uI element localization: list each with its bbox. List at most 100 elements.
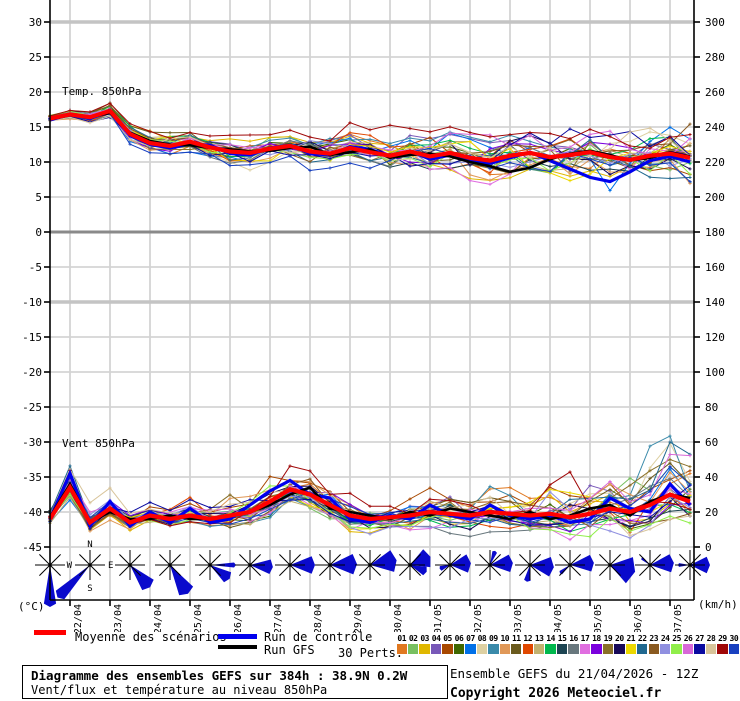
pert-key-item: 24 bbox=[659, 634, 671, 656]
left-axis-tick-label: 15 bbox=[29, 121, 42, 134]
right-axis-tick-label: 220 bbox=[705, 156, 725, 169]
right-axis-tick-label: 280 bbox=[705, 51, 725, 64]
right-axis-tick-label: 140 bbox=[705, 296, 725, 309]
pert-key-item: 07 bbox=[465, 634, 476, 656]
control-line-label: Run de contrôle bbox=[264, 630, 373, 644]
svg-text:S: S bbox=[87, 584, 92, 594]
pert-color-swatch bbox=[591, 644, 602, 654]
pert-color-swatch bbox=[511, 644, 522, 654]
pert-number: 07 bbox=[466, 634, 475, 643]
axis-labels: 30 25 20 15 10 5 0 -5 -10 -15 -20 -25 -30 -35 -40 -45 30… bbox=[18, 16, 738, 632]
pert-color-swatch bbox=[396, 644, 407, 654]
pert-number: 09 bbox=[489, 634, 498, 643]
pert-number: 01 bbox=[397, 634, 407, 643]
pert-color-swatch bbox=[430, 644, 442, 654]
pert-key-item: 17 bbox=[579, 634, 591, 656]
svg-text:E: E bbox=[108, 561, 113, 571]
pert-key-item: 01 bbox=[396, 634, 407, 656]
left-axis-tick-label: 10 bbox=[29, 156, 42, 169]
pert-color-swatch bbox=[556, 644, 568, 654]
pert-key-item: 22 bbox=[637, 634, 648, 656]
date-tick-label: 22/04 bbox=[73, 604, 84, 632]
right-axis-tick-label: 240 bbox=[705, 121, 725, 134]
pert-color-swatch bbox=[579, 644, 591, 654]
run-info: Ensemble GEFS du 21/04/2026 - 12Z bbox=[450, 666, 699, 681]
control-line-swatch bbox=[218, 634, 257, 639]
pert-color-swatch bbox=[705, 644, 717, 654]
left-axis-tick-label: -30 bbox=[22, 436, 42, 449]
pert-color-swatch bbox=[568, 644, 579, 654]
left-axis-tick-label: -40 bbox=[22, 506, 42, 519]
date-tick-label: 25/04 bbox=[193, 604, 204, 632]
wind-section-label: Vent 850hPa bbox=[62, 437, 135, 450]
pert-number: 05 bbox=[443, 634, 452, 643]
date-tick-label: 27/04 bbox=[273, 604, 284, 632]
date-tick-label: 28/04 bbox=[313, 604, 324, 632]
date-tick-label: 01/05 bbox=[433, 604, 444, 632]
left-axis-tick-label: -45 bbox=[22, 541, 42, 554]
pert-key-item: 28 bbox=[705, 634, 717, 656]
pert-key-item: 05 bbox=[442, 634, 453, 656]
left-axis-tick-label: 5 bbox=[35, 191, 42, 204]
pert-number: 19 bbox=[603, 634, 613, 643]
pert-color-swatch bbox=[614, 644, 625, 654]
pert-number: 28 bbox=[706, 634, 716, 643]
pert-key-item: 29 bbox=[717, 634, 728, 656]
pert-color-swatch bbox=[682, 644, 694, 654]
pert-number: 22 bbox=[637, 634, 647, 643]
date-tick-label: 06/05 bbox=[633, 604, 644, 632]
pert-color-swatch bbox=[419, 644, 430, 654]
pert-key-item: 15 bbox=[556, 634, 568, 656]
right-axis-unit: (km/h) bbox=[698, 598, 738, 611]
pert-number: 11 bbox=[511, 634, 521, 643]
right-axis-tick-label: 40 bbox=[705, 471, 718, 484]
main-runs bbox=[48, 108, 692, 530]
pert-number: 20 bbox=[615, 634, 624, 643]
pert-key-item: 09 bbox=[488, 634, 499, 656]
pert-number: 17 bbox=[580, 634, 590, 643]
pert-number: 16 bbox=[569, 634, 578, 643]
ensemble-meteogram-chart: N S W E 30 25 20 15 10 5 0 -5 -10 -15 -20 -25 -30 -35 -40 -… bbox=[18, 0, 738, 632]
axes bbox=[44, 0, 700, 606]
right-axis-tick-label: 120 bbox=[705, 331, 725, 344]
pert-number: 15 bbox=[557, 634, 567, 643]
pert-number: 23 bbox=[649, 634, 659, 643]
pert-number: 25 bbox=[672, 634, 681, 643]
pert-color-swatch bbox=[522, 644, 533, 654]
left-axis-tick-label: 25 bbox=[29, 51, 42, 64]
pert-number: 03 bbox=[420, 634, 429, 643]
ensemble-members bbox=[48, 101, 692, 542]
right-axis-tick-label: 80 bbox=[705, 401, 718, 414]
pert-number: 08 bbox=[477, 634, 487, 643]
pert-key-item: 25 bbox=[671, 634, 682, 656]
pert-color-swatch bbox=[648, 644, 659, 654]
left-axis-tick-label: -25 bbox=[22, 401, 42, 414]
pert-color-swatch bbox=[533, 644, 545, 654]
pert-color-swatch bbox=[659, 644, 671, 654]
pert-number: 21 bbox=[626, 634, 636, 643]
left-axis-tick-label: 0 bbox=[35, 226, 42, 239]
pert-number: 24 bbox=[660, 634, 670, 643]
pert-key-item: 02 bbox=[407, 634, 419, 656]
chart-subtitle: Vent/flux et température au niveau 850hP… bbox=[31, 683, 328, 697]
date-tick-label: 02/05 bbox=[473, 604, 484, 632]
pert-key-item: 03 bbox=[419, 634, 430, 656]
svg-text:N: N bbox=[87, 540, 92, 550]
pert-key-item: 21 bbox=[625, 634, 636, 656]
pert-number: 13 bbox=[534, 634, 544, 643]
right-axis-tick-label: 200 bbox=[705, 191, 725, 204]
pert-key-item: 26 bbox=[682, 634, 694, 656]
pert-color-swatch bbox=[453, 644, 465, 654]
pert-number: 10 bbox=[500, 634, 510, 643]
pert-key-item: 19 bbox=[602, 634, 614, 656]
pert-number: 18 bbox=[592, 634, 601, 643]
perts-count-label: 30 Perts. bbox=[338, 646, 404, 660]
pert-number: 14 bbox=[546, 634, 555, 643]
right-axis-tick-label: 0 bbox=[705, 541, 712, 554]
right-axis-tick-label: 20 bbox=[705, 506, 718, 519]
pert-key-item: 23 bbox=[648, 634, 659, 656]
chart-caption-box: Diagramme des ensembles GEFS sur 384h : … bbox=[22, 665, 448, 699]
date-tick-label: 30/04 bbox=[393, 604, 404, 632]
pert-key-item: 06 bbox=[453, 634, 465, 656]
